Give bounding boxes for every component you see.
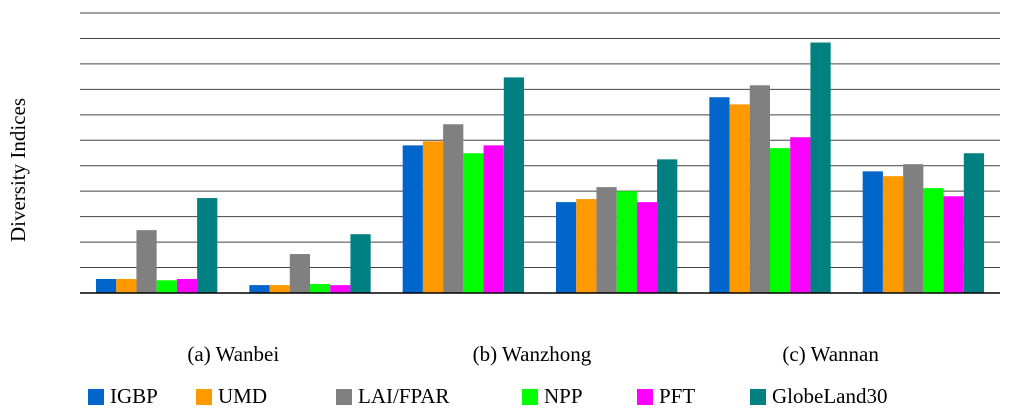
bar [156, 280, 177, 293]
legend-label: UMD [218, 384, 267, 408]
bar [463, 153, 484, 293]
bar [903, 164, 924, 293]
bar [96, 279, 117, 293]
legend-swatch [336, 389, 352, 405]
bar [556, 202, 577, 293]
bar [197, 198, 218, 293]
bar [596, 187, 617, 293]
bar [657, 159, 678, 293]
legend-swatch [637, 389, 653, 405]
bar [709, 97, 730, 293]
bar [749, 85, 770, 293]
legend-label: GlobeLand30 [772, 384, 887, 408]
bar [422, 141, 444, 293]
legend-label: PFT [659, 384, 695, 408]
group-label: (b) Wanzhong [473, 342, 592, 366]
bar [330, 285, 351, 293]
y-axis-label: Diversity Indices [6, 98, 30, 242]
bar [576, 199, 597, 293]
group-label: (c) Wannan [782, 342, 879, 366]
bar [943, 196, 964, 293]
bar [503, 77, 524, 294]
group-label: (a) Wanbei [187, 342, 279, 366]
legend-label: LAI/FPAR [358, 384, 449, 408]
legend-label: NPP [544, 384, 583, 408]
bar [249, 285, 270, 293]
legend-swatch [196, 389, 212, 405]
bar [443, 124, 464, 294]
bar [136, 230, 157, 293]
legend-swatch [522, 389, 538, 405]
bar [636, 202, 658, 293]
bar [116, 279, 137, 293]
bar [269, 285, 290, 293]
bar [616, 191, 637, 293]
bar [289, 254, 310, 293]
bar [350, 234, 371, 293]
bar [810, 42, 831, 294]
bar [862, 171, 883, 293]
bar [963, 153, 984, 293]
bar [176, 279, 198, 293]
bar [790, 137, 811, 293]
bar [402, 145, 423, 293]
bar [882, 176, 904, 293]
legend-swatch [750, 389, 766, 405]
legend-swatch [88, 389, 104, 405]
bar [483, 145, 504, 293]
bar [729, 104, 750, 293]
bar [923, 188, 944, 293]
bar [310, 284, 331, 293]
bar [770, 148, 791, 293]
legend-label: IGBP [110, 384, 158, 408]
